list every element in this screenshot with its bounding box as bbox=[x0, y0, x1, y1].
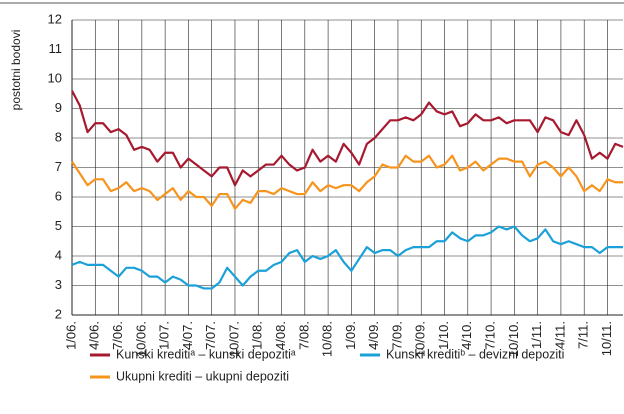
x-tick-label: 1/06. bbox=[63, 321, 78, 350]
x-tick-label: 7/07. bbox=[203, 321, 218, 350]
x-tick-label: 7/10. bbox=[483, 321, 498, 350]
y-tick-label: 11 bbox=[49, 41, 63, 56]
y-tick-label: 9 bbox=[55, 100, 62, 115]
y-tick-label: 5 bbox=[55, 218, 62, 233]
y-axis-label: postotni bodovi bbox=[9, 30, 23, 111]
x-tick-label: 10/06. bbox=[133, 321, 148, 357]
legend-label: Kunski kreditiᵇ – devizni depoziti bbox=[386, 347, 564, 361]
series-line bbox=[71, 90, 624, 187]
y-tick-label: 10 bbox=[48, 70, 62, 85]
x-tick-label: 7/11. bbox=[576, 321, 591, 349]
y-tick-label: 12 bbox=[48, 11, 62, 26]
x-tick-label: 7/06. bbox=[110, 321, 125, 350]
x-tick-label: 1/10. bbox=[436, 321, 451, 350]
x-tick-label: 1/09. bbox=[343, 321, 358, 350]
x-tick-label: 10/11. bbox=[599, 321, 614, 356]
x-tick-label: 10/09. bbox=[413, 321, 428, 357]
x-tick-label: 10/08. bbox=[320, 321, 335, 357]
x-tick-label: 10/07. bbox=[226, 321, 241, 357]
x-tick-label: 4/08. bbox=[273, 321, 288, 350]
x-tick-label: 4/09. bbox=[366, 321, 381, 350]
x-tick-label: 4/11. bbox=[552, 321, 567, 349]
series-line bbox=[71, 225, 623, 290]
x-tick-label: 1/07. bbox=[157, 321, 172, 350]
y-tick-label: 3 bbox=[55, 277, 62, 292]
y-tick-label: 2 bbox=[55, 306, 62, 321]
y-tick-label: 8 bbox=[55, 129, 62, 144]
x-tick-label: 1/11. bbox=[529, 321, 544, 349]
y-tick-label: 7 bbox=[55, 159, 62, 174]
y-tick-label: 4 bbox=[55, 247, 62, 262]
x-tick-label: 4/10. bbox=[459, 321, 474, 350]
x-tick-label: 1/08. bbox=[250, 321, 265, 350]
x-tick-label: 7/08. bbox=[296, 321, 311, 350]
legend-label: Ukupni krediti – ukupni depoziti bbox=[116, 369, 289, 383]
x-tick-label: 4/06. bbox=[87, 321, 102, 350]
series-line bbox=[71, 154, 623, 210]
x-tick-label: 7/09. bbox=[389, 321, 404, 350]
y-tick-label: 6 bbox=[55, 188, 62, 203]
x-tick-label: 4/07. bbox=[180, 321, 195, 350]
x-tick-label: 10/10. bbox=[506, 321, 521, 357]
legend-label: Kunski kreditiᵃ – kunski depozitiᵃ bbox=[116, 347, 296, 361]
